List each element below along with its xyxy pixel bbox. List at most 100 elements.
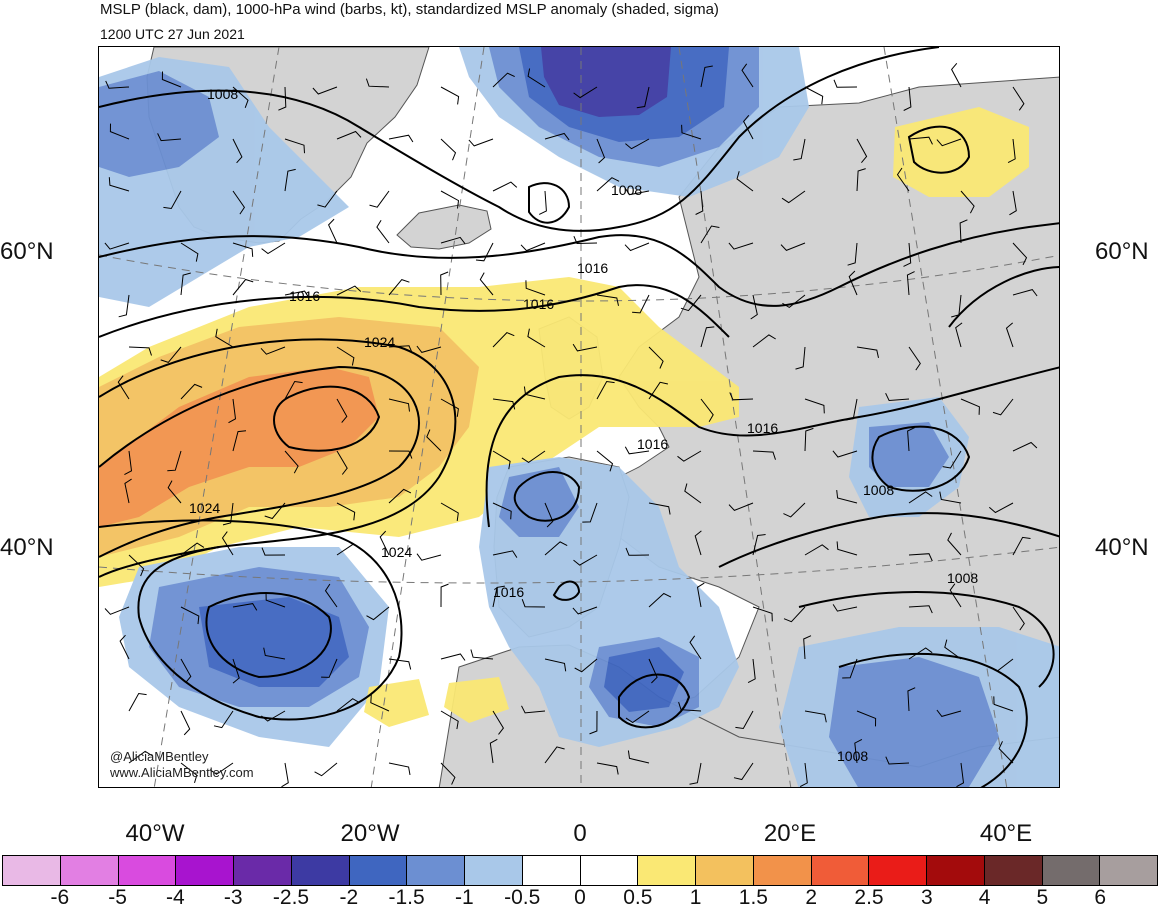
wind-barb <box>804 427 814 452</box>
wind-barb <box>440 710 459 730</box>
wind-barb <box>538 190 547 215</box>
colorbar-tick-label: 5 <box>1036 886 1049 909</box>
wind-barb <box>625 547 650 556</box>
wind-barb <box>284 380 303 400</box>
wind-barb <box>492 72 515 88</box>
wind-barb <box>908 605 933 614</box>
wind-barb <box>596 294 619 306</box>
wind-barb <box>468 138 494 147</box>
isobar-label: 1008 <box>207 86 238 102</box>
anomaly-shading <box>99 47 1059 787</box>
wind-barb <box>950 62 962 88</box>
wind-barb <box>109 123 130 140</box>
wind-barb <box>885 392 910 402</box>
wind-barb <box>936 138 962 147</box>
colorbar-swatch <box>60 856 119 885</box>
wind-barb <box>321 658 338 678</box>
iceland-land <box>396 204 492 250</box>
wind-barb <box>124 450 133 476</box>
wind-barb <box>232 430 247 452</box>
wind-barb <box>752 606 773 622</box>
isobar-label: 1008 <box>837 748 868 764</box>
wind-barb <box>261 547 286 556</box>
colorbar-tick-label: -2 <box>339 886 359 909</box>
wind-barb <box>949 583 962 608</box>
isobar-label: 1016 <box>637 436 668 452</box>
wind-barb <box>648 346 664 369</box>
wind-barb <box>281 762 289 787</box>
wind-barb <box>960 190 975 214</box>
wind-barb <box>128 692 147 712</box>
wind-barb <box>440 190 460 209</box>
wind-barb <box>128 346 152 356</box>
wind-barb <box>752 534 766 556</box>
colorbar-tick-label: 0.5 <box>623 886 653 909</box>
wind-barb <box>728 502 754 511</box>
wind-barb <box>993 696 1014 712</box>
wind-barb <box>678 701 702 712</box>
colorbar-tick-label: 4 <box>978 886 991 909</box>
wind-barb <box>232 138 243 164</box>
wind-barb <box>856 346 879 359</box>
wind-barb <box>596 762 619 775</box>
isobar-label: 1016 <box>577 260 608 276</box>
colorbar-tick-label: -5 <box>108 886 127 909</box>
wind-barb <box>492 710 505 735</box>
wind-barb <box>284 168 296 192</box>
wind-barb <box>907 687 916 712</box>
wind-barb <box>936 709 962 717</box>
wind-barb <box>836 541 858 556</box>
wind-barb <box>684 483 702 504</box>
isobar-label: 1016 <box>289 288 320 304</box>
colorbar-swatch <box>811 856 870 885</box>
isobar-label: 1024 <box>364 334 395 350</box>
wind-barb <box>489 738 498 764</box>
wind-barb <box>336 698 360 712</box>
wind-barb <box>492 181 518 192</box>
wind-barb <box>336 398 348 423</box>
colorbar-swatch <box>176 856 234 885</box>
colorbar-swatch <box>349 856 408 885</box>
wind-barb <box>582 502 598 523</box>
wind-barb <box>648 381 669 400</box>
wind-barb <box>278 86 287 111</box>
wind-barb <box>689 635 702 660</box>
wind-barb <box>124 478 132 504</box>
wind-barb <box>696 582 705 608</box>
wind-barb <box>232 86 249 108</box>
wind-barb <box>180 383 203 400</box>
wind-barb <box>856 168 866 192</box>
wind-barb <box>1012 606 1025 631</box>
wind-barb <box>729 392 754 401</box>
lat-label-60n-left: 60°N <box>0 238 54 265</box>
wind-barb <box>627 750 650 764</box>
wind-barb <box>284 290 310 299</box>
colorbar-tick-label: -6 <box>50 886 70 909</box>
wind-barb <box>167 450 182 472</box>
wind-barb <box>180 710 191 736</box>
wind-barb <box>388 134 414 143</box>
map-title: MSLP (black, dam), 1000-hPa wind (barbs,… <box>100 1 719 18</box>
wind-barb <box>700 225 720 244</box>
colorbar-swatch <box>753 856 812 885</box>
wind-barb <box>527 328 546 348</box>
wind-barb <box>544 658 567 672</box>
isobar-label: 1024 <box>189 500 220 516</box>
wind-barb <box>596 177 620 192</box>
credit-website: www.AliciaMBentley.com <box>110 765 254 780</box>
wind-barb <box>783 502 806 518</box>
wind-barb <box>625 710 650 724</box>
graticule <box>99 47 1059 787</box>
wind-barb <box>735 710 754 730</box>
wind-barb <box>783 606 806 623</box>
wind-barb <box>1012 86 1025 111</box>
wind-barb <box>624 187 650 196</box>
colorbar-swatch <box>696 856 754 885</box>
wind-barb <box>799 762 808 787</box>
wind-barb <box>793 138 806 161</box>
wind-barb <box>376 219 390 244</box>
wind-barb <box>885 756 910 765</box>
wind-barb <box>689 762 702 785</box>
lon-label-40e: 40°E <box>979 820 1033 847</box>
isobar-label: 1016 <box>523 296 554 312</box>
